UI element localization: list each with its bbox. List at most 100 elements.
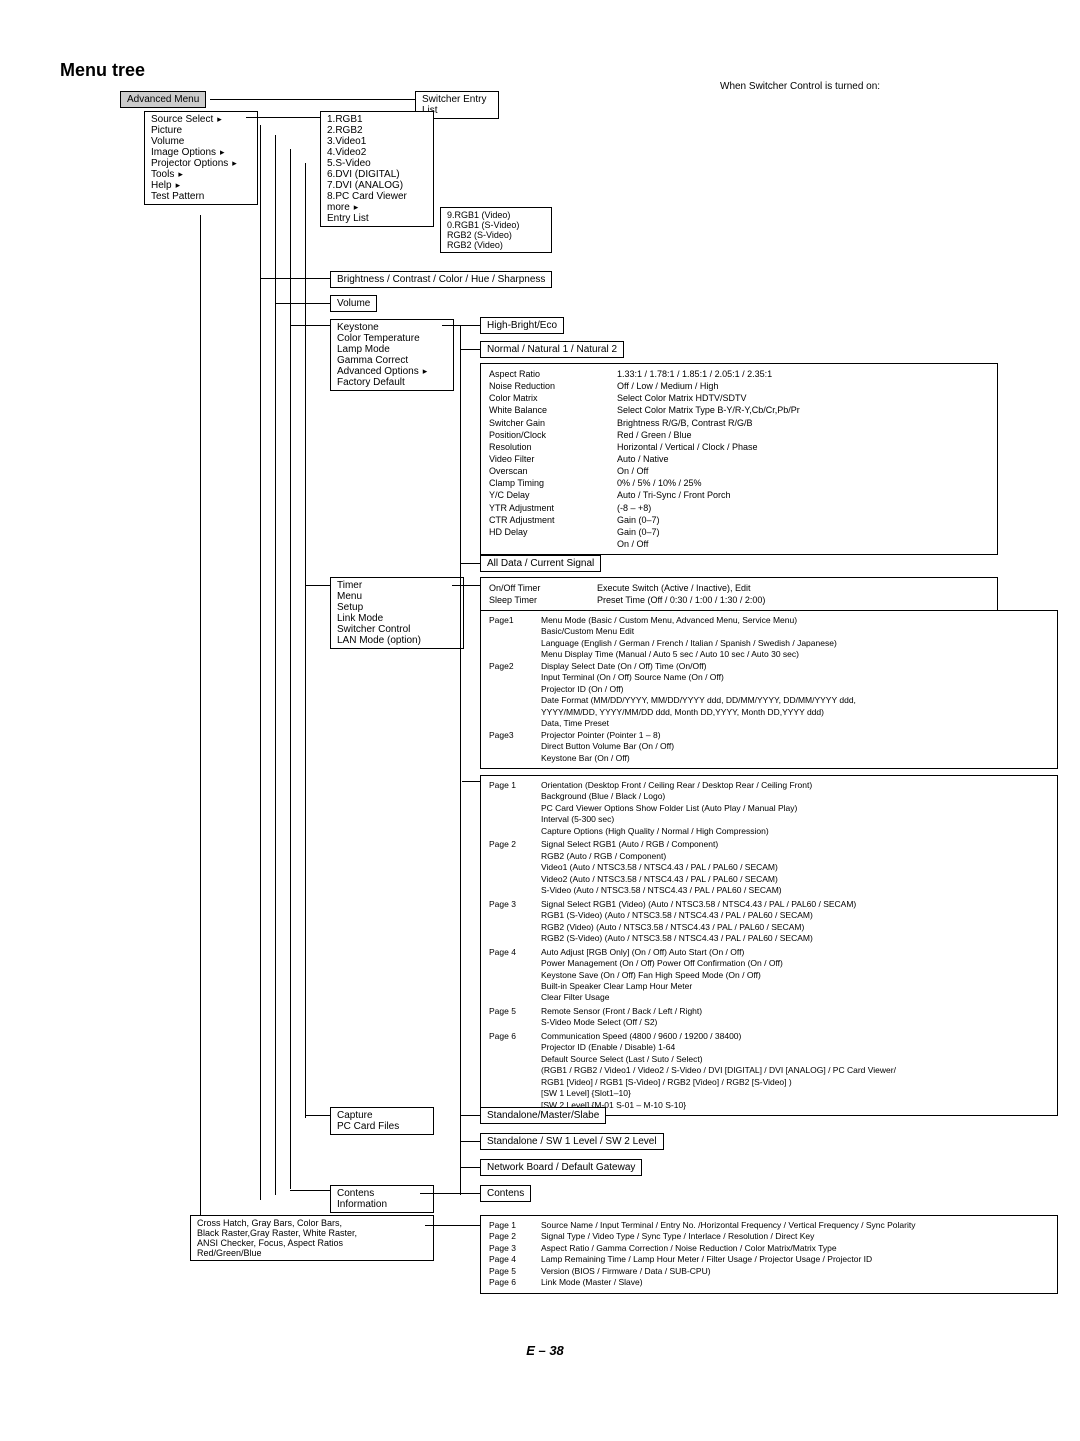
page-label: Page 6	[489, 1277, 529, 1288]
page-label: Page3	[489, 730, 529, 764]
menu-tree: When Switcher Control is turned on: Adva…	[60, 85, 1030, 1335]
menu-item[interactable]: Tools	[151, 169, 251, 180]
adv-opt-label: Noise Reduction	[489, 380, 599, 392]
page-label: Page 3	[489, 899, 529, 945]
page-label: Page 3	[489, 1243, 529, 1254]
menu-item[interactable]: Test Pattern	[151, 191, 251, 202]
page-content: Menu Mode (Basic / Custom Menu, Advanced…	[541, 615, 837, 661]
list-item[interactable]: 1.RGB1	[327, 114, 427, 125]
page-content: Signal Type / Video Type / Sync Type / I…	[541, 1231, 814, 1242]
switcher-note: When Switcher Control is turned on:	[720, 81, 880, 92]
list-item[interactable]: Contens	[337, 1188, 427, 1199]
page-content: Signal Select RGB1 (Video) (Auto / NTSC3…	[541, 899, 856, 945]
page-content: Remote Sensor (Front / Back / Left / Rig…	[541, 1006, 702, 1029]
list-item[interactable]: Information	[337, 1199, 427, 1210]
page-label: Page2	[489, 661, 529, 730]
picture-params: Brightness / Contrast / Color / Hue / Sh…	[330, 271, 552, 288]
adv-opt-value: Horizontal / Vertical / Clock / Phase	[617, 441, 800, 453]
adv-opt-label: YTR Adjustment	[489, 502, 599, 514]
menu-item[interactable]: Source Select	[151, 114, 251, 125]
menu-item[interactable]: Image Options	[151, 147, 251, 158]
list-item[interactable]: Link Mode	[337, 613, 457, 624]
switcher-control-opts: Standalone / SW 1 Level / SW 2 Level	[480, 1133, 664, 1150]
menu-item[interactable]: Volume	[151, 136, 251, 147]
source-list: 1.RGB1 2.RGB2 3.Video1 4.Video2 5.S-Vide…	[320, 111, 434, 227]
adv-opt-label: White Balance	[489, 404, 599, 416]
volume-box: Volume	[330, 295, 377, 312]
timer-value: Preset Time (Off / 0:30 / 1:00 / 1:30 / …	[597, 594, 765, 606]
adv-opt-label: Overscan	[489, 465, 599, 477]
list-item[interactable]: LAN Mode (option)	[337, 635, 457, 646]
list-item[interactable]: Capture	[337, 1110, 427, 1121]
list-item[interactable]: Setup	[337, 602, 457, 613]
list-item[interactable]: 5.S-Video	[327, 158, 427, 169]
menu-item[interactable]: Help	[151, 180, 251, 191]
timer-value: Execute Switch (Active / Inactive), Edit	[597, 582, 765, 594]
adv-opt-label: Position/Clock	[489, 429, 599, 441]
adv-opt-value: Red / Green / Blue	[617, 429, 800, 441]
gamma-opts: Normal / Natural 1 / Natural 2	[480, 341, 624, 358]
list-item[interactable]: Factory Default	[337, 377, 447, 388]
adv-opt-value: Select Color Matrix Type B-Y/R-Y,Cb/Cr,P…	[617, 404, 800, 416]
page-content: Auto Adjust [RGB Only] (On / Off) Auto S…	[541, 947, 783, 1004]
list-item[interactable]: 2.RGB2	[327, 125, 427, 136]
page-label: Page 2	[489, 839, 529, 896]
page-content: Link Mode (Master / Slave)	[541, 1277, 643, 1288]
list-item[interactable]: Entry List	[327, 213, 427, 224]
adv-opt-label: Clamp Timing	[489, 477, 599, 489]
list-item[interactable]: more	[327, 202, 427, 213]
adv-opt-value: 0% / 5% / 10% / 25%	[617, 477, 800, 489]
list-item[interactable]: Menu	[337, 591, 457, 602]
list-item[interactable]: 4.Video2	[327, 147, 427, 158]
adv-opt-label: CTR Adjustment	[489, 514, 599, 526]
list-item[interactable]: Advanced Options	[337, 366, 447, 377]
adv-opt-value: Select Color Matrix HDTV/SDTV	[617, 392, 800, 404]
adv-opt-value: On / Off	[617, 465, 800, 477]
main-menu: Source Select Picture Volume Image Optio…	[144, 111, 258, 205]
menu-item[interactable]: Picture	[151, 125, 251, 136]
adv-opt-value: On / Off	[617, 538, 800, 550]
page-label: Page 1	[489, 1220, 529, 1231]
root-advanced-menu: Advanced Menu	[120, 91, 206, 108]
page-content: Display Select Date (On / Off) Time (On/…	[541, 661, 856, 730]
timer-block: On/Off Timer Sleep Timer Execute Switch …	[480, 577, 998, 611]
source-more: 9.RGB1 (Video) 0.RGB1 (S-Video) RGB2 (S-…	[440, 207, 552, 253]
test-pattern-opts: Cross Hatch, Gray Bars, Color Bars, Blac…	[190, 1215, 434, 1261]
adv-opt-label: Video Filter	[489, 453, 599, 465]
adv-opt-value: Auto / Native	[617, 453, 800, 465]
adv-opt-value: Gain (0–7)	[617, 526, 800, 538]
list-item[interactable]: PC Card Files	[337, 1121, 427, 1132]
adv-options-block: Aspect Ratio Noise Reduction Color Matri…	[480, 363, 998, 555]
adv-opt-label: Resolution	[489, 441, 599, 453]
factory-default-opts: All Data / Current Signal	[480, 555, 601, 572]
info-pages-block: Page 1 Source Name / Input Terminal / Ent…	[480, 1215, 1058, 1294]
contens-box: Contens	[480, 1185, 531, 1202]
page-content: Signal Select RGB1 (Auto / RGB / Compone…	[541, 839, 782, 896]
page-footer: E – 38	[60, 1343, 1030, 1358]
list-item[interactable]: 6.DVI (DIGITAL)	[327, 169, 427, 180]
list-item[interactable]: 8.PC Card Viewer	[327, 191, 427, 202]
list-item[interactable]: 3.Video1	[327, 136, 427, 147]
page-label: Page 4	[489, 947, 529, 1004]
page-label: Page 5	[489, 1266, 529, 1277]
timer-label: Sleep Timer	[489, 594, 579, 606]
menu-item[interactable]: Projector Options	[151, 158, 251, 169]
menu-pages-block: Page1Menu Mode (Basic / Custom Menu, Adv…	[480, 610, 1058, 769]
list-item[interactable]: Keystone	[337, 322, 447, 333]
list-item[interactable]: 7.DVI (ANALOG)	[327, 180, 427, 191]
list-item[interactable]: Timer	[337, 580, 457, 591]
image-options: Keystone Color Temperature Lamp Mode Gam…	[330, 319, 454, 391]
list-item[interactable]: Switcher Control	[337, 624, 457, 635]
list-item[interactable]: RGB2 (Video)	[447, 240, 545, 250]
list-item[interactable]: Color Temperature	[337, 333, 447, 344]
adv-opt-label: Switcher Gain	[489, 417, 599, 429]
page-title: Menu tree	[60, 60, 1030, 81]
list-item[interactable]: 0.RGB1 (S-Video)	[447, 220, 545, 230]
list-item[interactable]: Gamma Correct	[337, 355, 447, 366]
list-item[interactable]: RGB2 (S-Video)	[447, 230, 545, 240]
page-label: Page 5	[489, 1006, 529, 1029]
page-content: Source Name / Input Terminal / Entry No.…	[541, 1220, 915, 1231]
list-item[interactable]: Lamp Mode	[337, 344, 447, 355]
page-label: Page 1	[489, 780, 529, 837]
list-item[interactable]: 9.RGB1 (Video)	[447, 210, 545, 220]
